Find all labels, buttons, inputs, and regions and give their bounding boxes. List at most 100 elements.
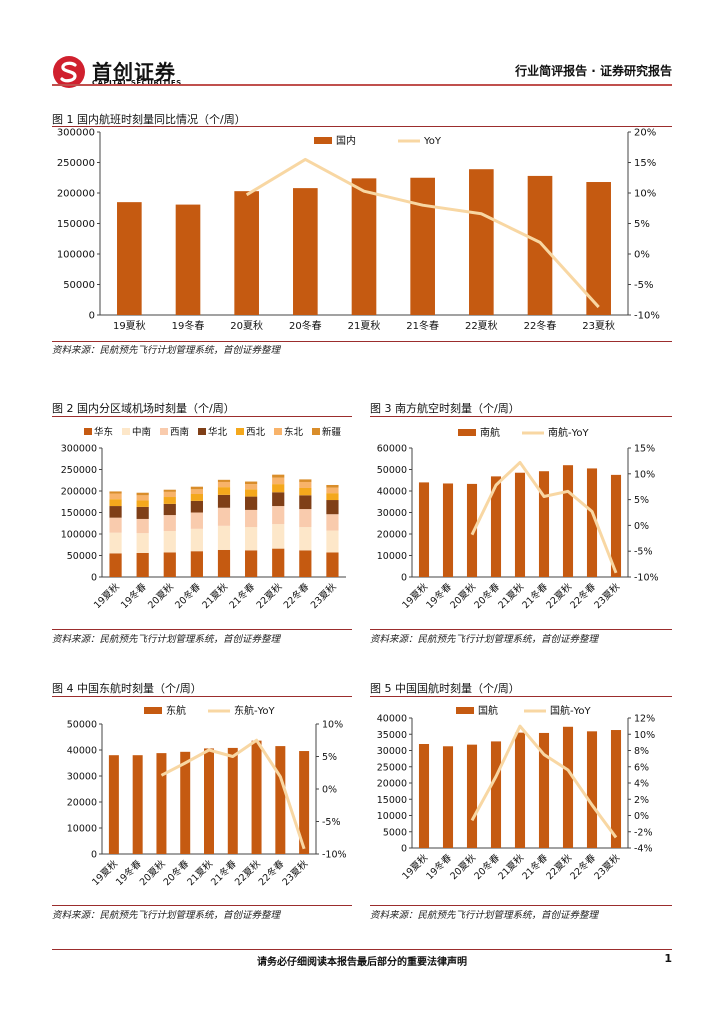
stacked-bar-segment (272, 477, 285, 485)
y-tick-label: 30000 (377, 508, 407, 519)
bar (562, 726, 574, 848)
legend-bar-label: 国航 (478, 704, 498, 717)
y2-tick-label: -10% (634, 573, 659, 584)
legend-line-label: YoY (423, 136, 442, 147)
bar (156, 753, 167, 854)
stacked-bar-segment (326, 500, 339, 515)
stacked-bar-segment (163, 497, 176, 504)
bar (410, 177, 435, 315)
stacked-bar-segment (326, 493, 339, 501)
x-tick-label: 19夏秋 (113, 319, 146, 332)
x-tick-label: 20夏秋 (145, 580, 176, 611)
stacked-bar-segment (163, 530, 176, 553)
bar (442, 483, 454, 577)
figure-2-bottom-rule (52, 629, 352, 630)
stacked-bar-segment (190, 528, 203, 552)
logo-chinese-name: 首创证券 (92, 60, 176, 84)
bar (418, 482, 430, 577)
stacked-bar-segment (326, 552, 339, 577)
legend-bar-label: 南航 (480, 426, 500, 439)
y2-tick-label: 5% (634, 219, 650, 230)
x-tick-label: 20夏秋 (137, 857, 168, 888)
stacked-bar-segment (136, 518, 149, 534)
y-tick-label: 200000 (57, 189, 95, 200)
y-tick-label: 20000 (67, 798, 97, 809)
y-tick-label: 40000 (67, 746, 97, 757)
figure-1-chart: 0 50000 100000 150000 200000 250000 300000 -10%… (57, 128, 660, 332)
bar (299, 751, 310, 854)
stacked-bar-segment (326, 484, 339, 488)
x-tick-label: 23夏秋 (592, 580, 623, 611)
y2-tick-label: 10% (634, 730, 655, 741)
legend-bar-label: 东航 (166, 704, 186, 717)
stacked-bar-segment (109, 491, 122, 494)
x-tick-label: 19冬春 (424, 851, 455, 882)
legend-label: 新疆 (322, 426, 342, 438)
stacked-bar-segment (163, 503, 176, 516)
y2-tick-label: -10% (322, 850, 347, 861)
stacked-bar-segment (272, 474, 285, 478)
figure-5-chart: 0 5000 10000 15000 20000 25000 30000 35000 40000… (377, 704, 655, 882)
figure-1-source: 资料来源：民航预先飞行计划管理系统，首创证券整理 (52, 345, 281, 356)
figure-5-bottom-rule (370, 905, 672, 906)
legend-swatch (236, 428, 244, 435)
y2-tick-label: 10% (634, 469, 655, 480)
stacked-bar-segment (326, 530, 339, 553)
x-tick-label: 21冬春 (227, 580, 258, 611)
x-tick-label: 22冬春 (256, 857, 287, 888)
legal-disclaimer: 请务必仔细阅读本报告最后部分的重要法律声明 (257, 957, 467, 968)
x-tick-label: 21冬春 (208, 857, 239, 888)
figure-5-source: 资料来源：民航预先飞行计划管理系统，首创证券整理 (370, 910, 599, 921)
x-tick-label: 20冬春 (472, 851, 503, 882)
y2-tick-label: 0% (634, 811, 649, 822)
x-tick-label: 22夏秋 (465, 319, 498, 332)
x-tick-label: 22夏秋 (254, 580, 285, 611)
y-tick-label: 50000 (67, 551, 97, 562)
stacked-bar-segment (217, 549, 231, 577)
legend-line-label: 国航-YoY (550, 704, 592, 717)
y-tick-label: 0 (401, 844, 407, 855)
stacked-bar-segment (190, 486, 203, 490)
x-tick-label: 22冬春 (281, 580, 312, 611)
stacked-bar-segment (136, 506, 149, 519)
bar (514, 472, 526, 577)
bar (610, 730, 622, 848)
y2-tick-label: 0% (322, 785, 337, 796)
stacked-bar-segment (245, 484, 258, 490)
y-tick-label: 5000 (383, 827, 407, 838)
x-tick-label: 20夏秋 (230, 319, 263, 332)
y2-tick-label: 10% (634, 189, 656, 200)
yoy-line (470, 724, 618, 839)
stacked-bar-segment (136, 492, 149, 496)
legend-bar-swatch (144, 707, 162, 714)
y2-tick-label: -5% (634, 280, 653, 291)
bar (586, 468, 598, 577)
stacked-bar-segment (217, 494, 231, 508)
legend-bar-swatch (456, 707, 474, 714)
y-tick-label: 60000 (377, 444, 407, 455)
stacked-bar-segment (136, 495, 149, 501)
x-tick-label: 19冬春 (118, 580, 149, 611)
bar (469, 169, 494, 315)
figure-3-source: 资料来源：民航预先飞行计划管理系统，首创证券整理 (370, 634, 599, 645)
legend-bar-swatch (314, 137, 332, 144)
figure-1-top-rule (52, 126, 672, 127)
stacked-bar-segment (245, 550, 258, 577)
y-tick-label: 30000 (377, 746, 407, 757)
x-tick-label: 22冬春 (568, 580, 599, 611)
bar (418, 744, 430, 848)
logo-english-name: CAPITAL SECURITIES (92, 79, 182, 87)
legend-line-label: 东航-YoY (234, 704, 276, 717)
y-tick-label: 300000 (57, 128, 95, 139)
stacked-bar-segment (190, 494, 203, 501)
bar (538, 471, 550, 577)
y-tick-label: 50000 (377, 465, 407, 476)
y-tick-label: 50000 (63, 280, 95, 291)
x-tick-label: 22冬春 (524, 319, 557, 332)
stacked-bar-segment (109, 553, 122, 577)
y-tick-label: 40000 (377, 714, 407, 725)
y-tick-label: 250000 (57, 158, 95, 169)
stacked-bar-segment (299, 509, 312, 528)
y2-tick-label: 15% (634, 158, 656, 169)
stacked-bar-segment (136, 552, 149, 577)
